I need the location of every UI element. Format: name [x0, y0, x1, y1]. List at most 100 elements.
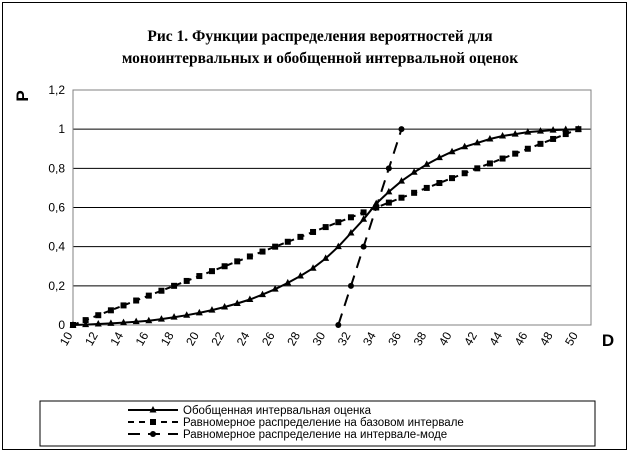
data-point	[486, 134, 494, 142]
data-point	[398, 194, 405, 201]
data-point	[196, 273, 203, 280]
x-tick-label: 16	[133, 329, 152, 348]
data-point	[486, 160, 493, 167]
legend-label: Обобщенная интервальная оценка	[183, 405, 372, 417]
x-tick-label: 46	[512, 329, 531, 348]
data-point	[360, 215, 368, 222]
data-point	[334, 242, 342, 250]
data-point	[149, 406, 157, 413]
plot-area	[72, 89, 592, 326]
data-point	[499, 155, 506, 162]
data-point	[461, 170, 468, 177]
x-tick-label: 34	[360, 329, 379, 348]
data-point	[221, 263, 228, 270]
legend-box	[39, 400, 596, 447]
data-point	[271, 285, 279, 292]
data-point	[95, 312, 102, 319]
data-point	[435, 153, 443, 161]
data-point	[132, 317, 140, 325]
data-point	[562, 125, 570, 133]
y-tick-label: 0	[58, 318, 65, 332]
x-tick-label: 10	[57, 329, 76, 348]
data-point	[259, 248, 266, 255]
data-point	[423, 184, 430, 191]
data-point	[234, 258, 241, 265]
x-tick-label: 50	[562, 329, 581, 348]
legend-entry: Обобщенная интервальная оценка	[128, 405, 372, 417]
x-tick-label: 24	[234, 329, 253, 348]
chart-title-line-1: Рис 1. Функции распределения вероятносте…	[147, 28, 493, 45]
data-point	[511, 130, 519, 137]
data-point	[347, 214, 354, 221]
data-point	[524, 145, 531, 152]
data-point	[524, 128, 532, 135]
gridlines	[73, 89, 591, 287]
data-point	[221, 302, 229, 310]
y-tick-label: 1	[58, 122, 65, 136]
data-point	[512, 150, 519, 157]
chart-title: Рис 1. Функции распределения вероятносте…	[60, 26, 580, 70]
data-point	[170, 313, 178, 320]
data-point	[473, 138, 481, 146]
data-point	[335, 219, 342, 226]
data-point	[373, 204, 380, 211]
x-tick-label: 22	[208, 329, 227, 348]
x-tick-label: 30	[309, 329, 328, 348]
x-tick-label: 28	[284, 329, 303, 348]
legend-label: Равномерное распределение на базовом инт…	[183, 417, 464, 429]
data-point	[310, 228, 317, 235]
data-point	[70, 322, 76, 328]
data-point	[385, 165, 392, 172]
x-tick-label: 12	[82, 329, 101, 348]
series-3	[335, 126, 405, 328]
data-point	[208, 306, 216, 313]
data-point	[449, 175, 456, 182]
data-point	[120, 302, 127, 309]
data-point	[150, 431, 156, 437]
series-line	[337, 128, 403, 326]
data-point	[448, 147, 456, 155]
data-point	[575, 126, 582, 133]
x-tick-label: 44	[486, 329, 505, 348]
y-tick-label: 0,8	[48, 161, 65, 175]
x-tick-label: 20	[183, 329, 202, 348]
data-point	[397, 177, 405, 184]
data-point	[284, 278, 292, 286]
data-point	[150, 419, 156, 425]
data-point	[322, 254, 330, 261]
data-point	[195, 308, 203, 316]
y-tick-labels: 0 0,2 0,4 0,6 0,8 1 1,2	[48, 83, 65, 332]
data-point	[145, 292, 152, 299]
x-tick-label: 32	[335, 329, 354, 348]
x-axis-label: D	[602, 331, 614, 350]
data-point	[385, 187, 393, 195]
data-point	[233, 299, 241, 306]
data-point	[562, 131, 569, 138]
data-point	[133, 297, 140, 304]
data-point	[436, 180, 443, 187]
x-tick-label: 38	[411, 329, 430, 348]
data-point	[347, 228, 355, 236]
chart-title-line-2: моноинтервальных и обобщенной интервальн…	[121, 50, 519, 67]
data-point	[246, 295, 254, 303]
data-point	[145, 316, 153, 324]
x-tick-labels: 10 12 14 16 18 20 22 24 26 28 30 32 34 36 38 40 42 44 46 48…	[57, 329, 581, 348]
x-tick-label: 40	[436, 329, 455, 348]
data-point	[537, 140, 544, 147]
data-point	[246, 253, 253, 260]
data-point	[549, 126, 557, 133]
data-point	[309, 264, 317, 271]
x-tick-label: 36	[385, 329, 404, 348]
data-point	[259, 290, 267, 298]
x-tick-label: 42	[461, 329, 480, 348]
x-tick-label: 18	[158, 329, 177, 348]
data-point	[360, 243, 367, 250]
data-point	[158, 287, 165, 294]
data-point	[296, 272, 304, 279]
data-point	[272, 243, 279, 250]
data-point	[347, 282, 354, 289]
data-point	[94, 320, 102, 327]
legend-entry: Равномерное распределение на базовом инт…	[128, 417, 464, 429]
data-point	[461, 142, 469, 150]
